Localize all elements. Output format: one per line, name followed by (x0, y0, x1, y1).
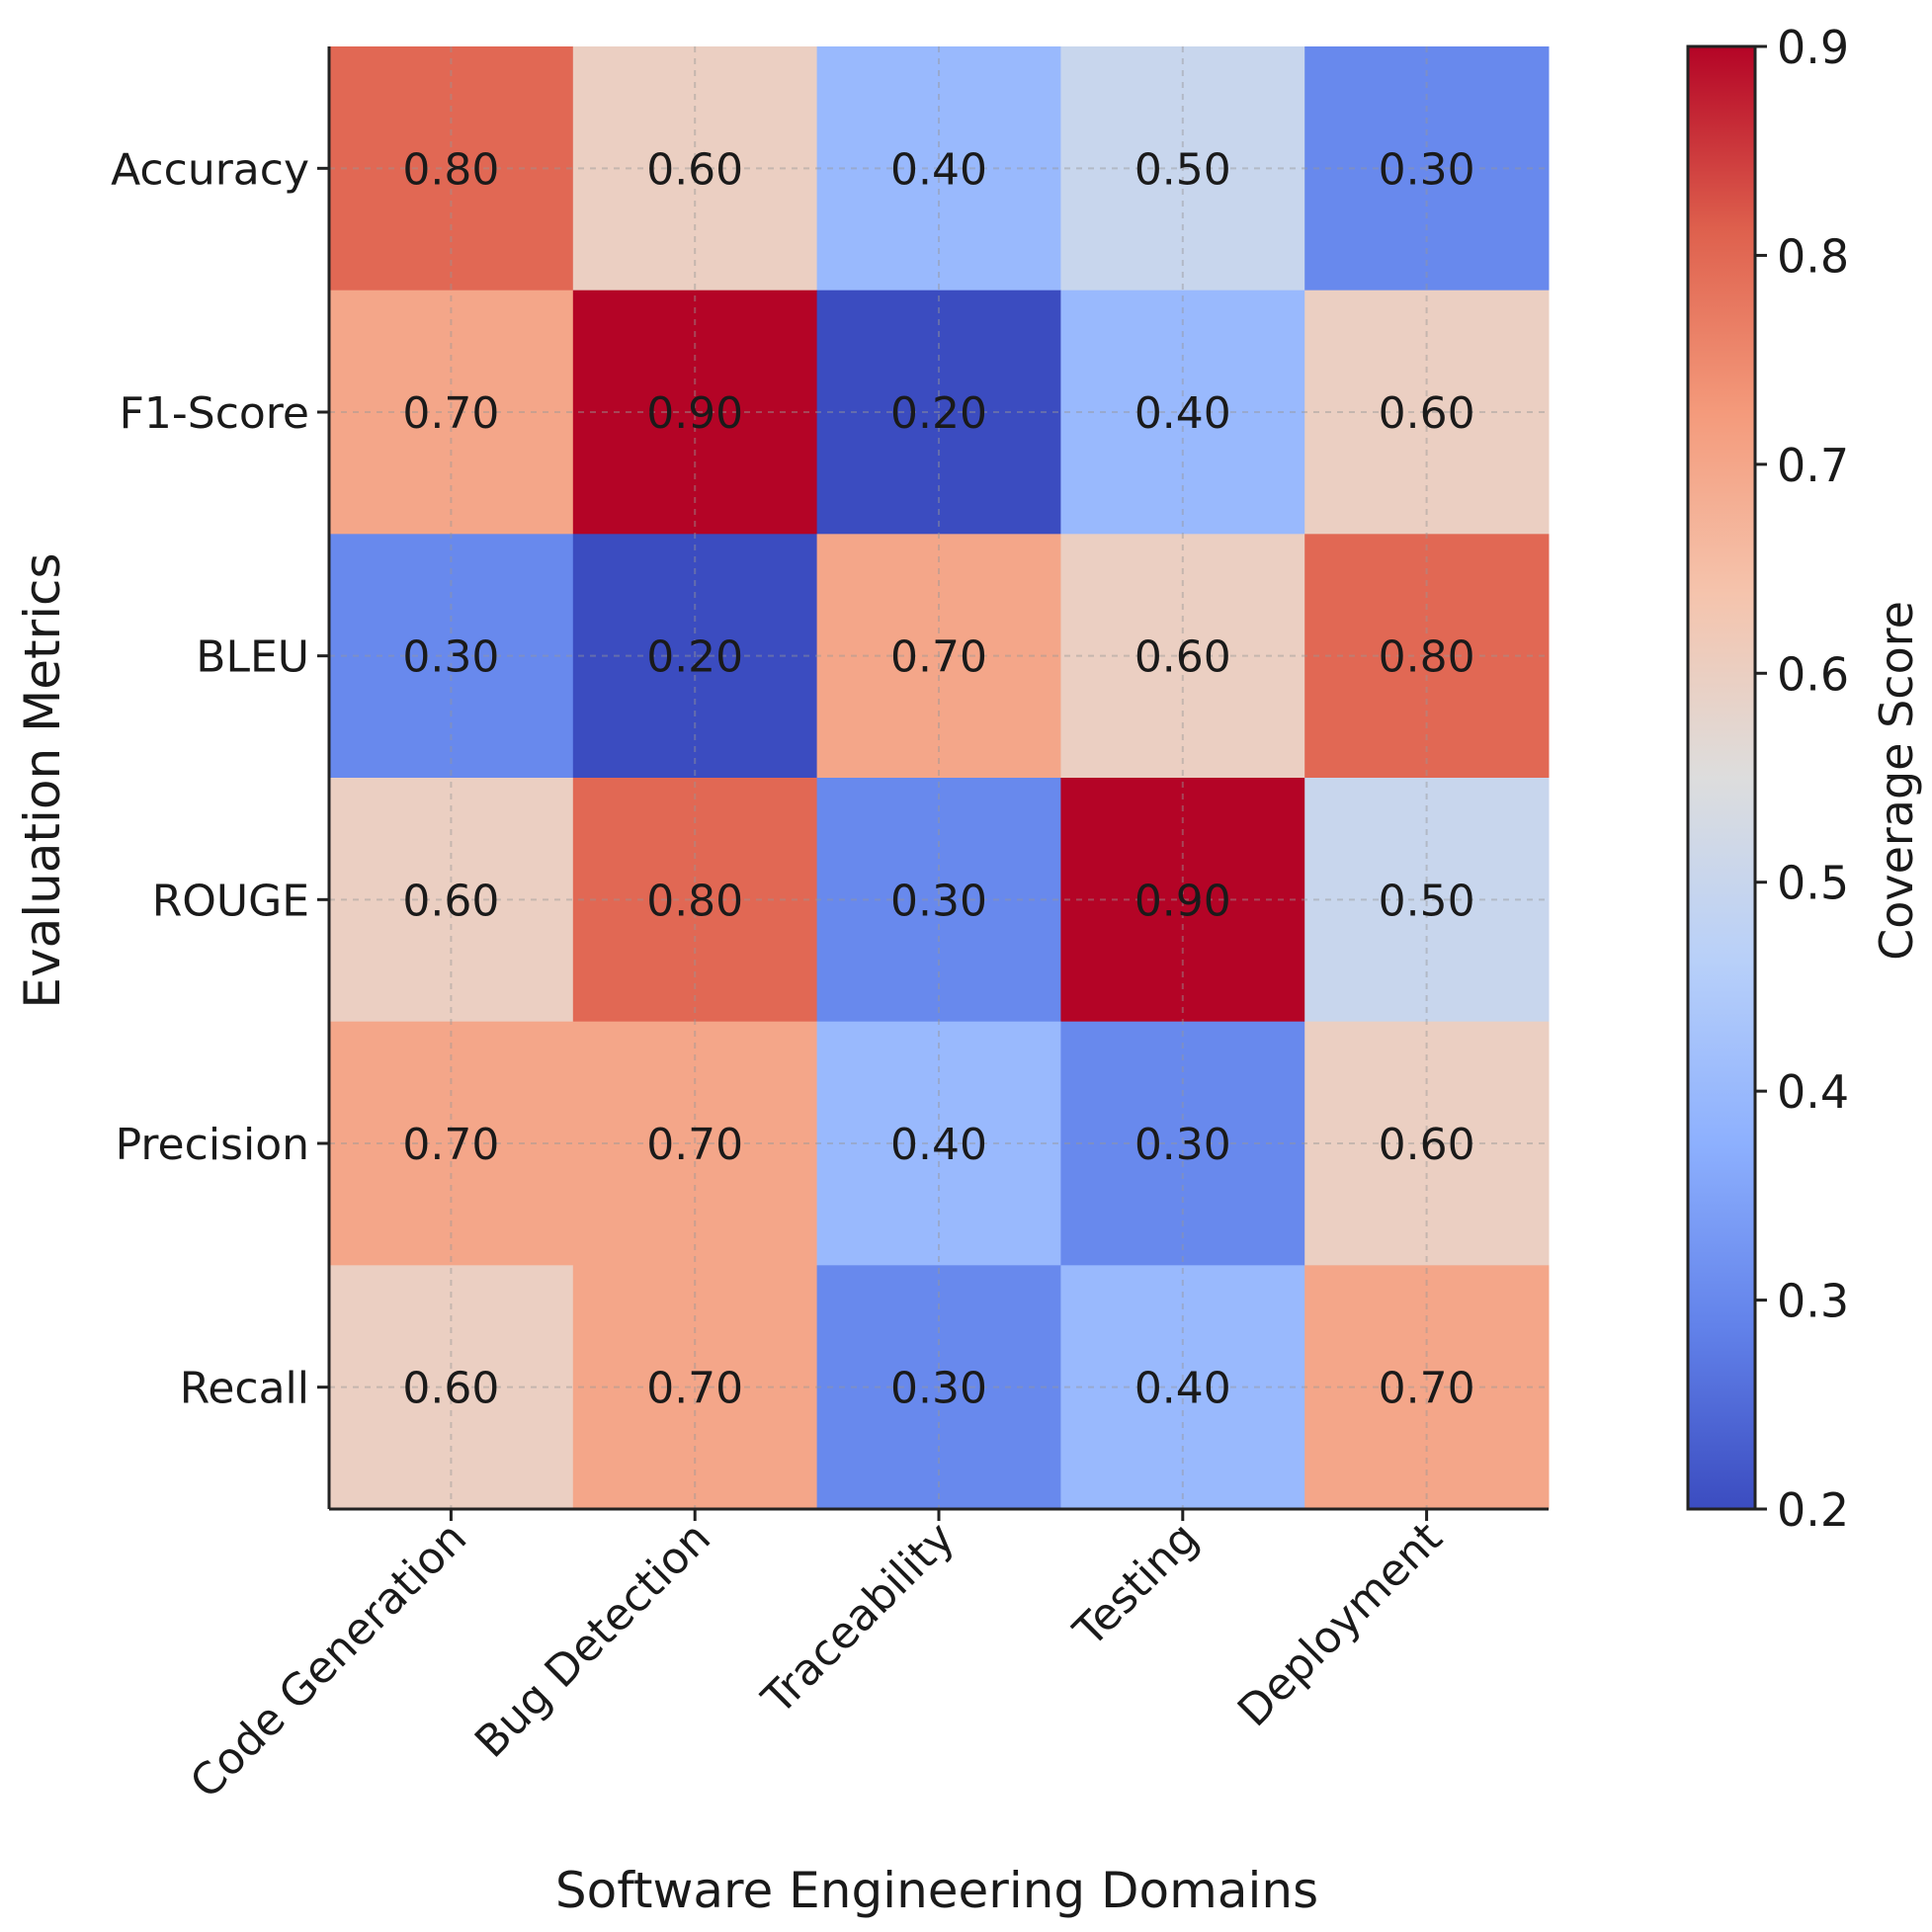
cell-value-label: 0.80 (1379, 632, 1475, 683)
heatmap-cell-bleu-bug-detection (572, 534, 818, 779)
cell-value-label: 0.30 (890, 1364, 987, 1414)
colorbar-tick-label: 0.5 (1777, 857, 1849, 910)
heatmap-cell-f1-score-bug-detection (572, 290, 818, 535)
cell-value-label: 0.70 (402, 1120, 499, 1170)
y-tick-label-bleu: BLEU (196, 632, 309, 683)
colorbar-tick-label: 0.8 (1777, 229, 1849, 283)
colorbar: 0.2 0.3 0.4 0.5 0.6 0.7 0.8 0.9 (1686, 21, 1849, 1537)
heatmap-cell-recall-bug-detection (572, 1265, 818, 1510)
cell-value-label: 0.50 (1379, 876, 1475, 926)
y-tick-label-recall: Recall (180, 1364, 309, 1414)
heatmap-cell-rouge-code-generation (329, 778, 574, 1023)
x-tick-label-testing: Testing (1063, 1513, 1208, 1657)
heatmap-cell-f1-score-deployment (1304, 290, 1550, 535)
colorbar-frame (1686, 44, 1757, 1511)
heatmap-cell-f1-score-code-generation (329, 290, 574, 535)
heatmap-cells (329, 46, 1550, 1510)
heatmap-cell-recall-testing (1060, 1265, 1305, 1510)
cell-value-label: 0.30 (1134, 1120, 1231, 1170)
y-tick-labels: Accuracy F1-Score BLEU ROUGE Precision Recall (111, 144, 329, 1414)
heatmap-cell-bleu-traceability (816, 534, 1061, 779)
cell-value-label: 0.20 (890, 388, 987, 439)
heatmap-cell-precision-traceability (816, 1021, 1061, 1266)
heatmap-cell-bleu-code-generation (329, 534, 574, 779)
cell-value-label: 0.80 (646, 876, 743, 926)
colorbar-bar (1688, 46, 1755, 1509)
heatmap-cell-recall-traceability (816, 1265, 1061, 1510)
y-axis-title: Evaluation Metrics (14, 552, 71, 1008)
heatmap-cell-f1-score-traceability (816, 290, 1061, 535)
cell-value-label: 0.70 (646, 1120, 743, 1170)
cell-value-label: 0.40 (1134, 1364, 1231, 1414)
cell-value-label: 0.40 (890, 144, 987, 195)
colorbar-tick-label: 0.7 (1777, 439, 1849, 492)
heatmap-cell-precision-bug-detection (572, 1021, 818, 1266)
y-tick-label-rouge: ROUGE (152, 876, 309, 926)
x-tick-label-bug-detection: Bug Detection (465, 1513, 720, 1768)
heatmap-cell-precision-deployment (1304, 1021, 1550, 1266)
heatmap-cell-recall-code-generation (329, 1265, 574, 1510)
heatmap-cell-f1-score-testing (1060, 290, 1305, 535)
heatmap-cell-rouge-bug-detection (572, 778, 818, 1023)
heatmap-cell-accuracy-code-generation (329, 46, 574, 292)
cell-value-label: 0.90 (646, 388, 743, 439)
cell-value-label: 0.40 (890, 1120, 987, 1170)
heatmap-cell-accuracy-testing (1060, 46, 1305, 292)
cell-value-label: 0.30 (1379, 144, 1475, 195)
x-tick-label-deployment: Deployment (1228, 1513, 1452, 1736)
x-axis-title: Software Engineering Domains (555, 1862, 1318, 1919)
cell-value-label: 0.30 (890, 876, 987, 926)
heatmap-cell-precision-code-generation (329, 1021, 574, 1266)
cell-value-label: 0.60 (1379, 1120, 1475, 1170)
cell-value-label: 0.70 (890, 632, 987, 683)
cell-value-label: 0.70 (646, 1364, 743, 1414)
cell-value-label: 0.30 (402, 632, 499, 683)
x-tick-label-traceability: Traceability (752, 1513, 965, 1725)
cell-value-label: 0.60 (1134, 632, 1231, 683)
cell-value-label: 0.60 (646, 144, 743, 195)
cell-value-label: 0.80 (402, 144, 499, 195)
x-tick-label-code-generation: Code Generation (181, 1513, 476, 1808)
heatmap-cell-bleu-deployment (1304, 534, 1550, 779)
cell-value-label: 0.70 (1379, 1364, 1475, 1414)
grid-lines (329, 46, 1549, 1509)
cell-value-label: 0.60 (402, 1364, 499, 1414)
heatmap-cell-precision-testing (1060, 1021, 1305, 1266)
y-tick-label-f1-score: F1-Score (120, 388, 309, 439)
heatmap-cell-recall-deployment (1304, 1265, 1550, 1510)
colorbar-tick-label: 0.2 (1777, 1483, 1849, 1537)
colorbar-tick-label: 0.3 (1777, 1275, 1849, 1328)
y-tick-label-precision: Precision (116, 1120, 309, 1170)
y-tick-label-accuracy: Accuracy (111, 144, 309, 195)
cell-value-label: 0.20 (646, 632, 743, 683)
heatmap-cell-rouge-deployment (1304, 778, 1550, 1023)
heatmap-cell-accuracy-traceability (816, 46, 1061, 292)
cell-value-label: 0.60 (402, 876, 499, 926)
colorbar-tick-label: 0.4 (1777, 1065, 1849, 1119)
cell-value-label: 0.50 (1134, 144, 1231, 195)
heatmap-cell-bleu-testing (1060, 534, 1305, 779)
cell-value-label: 0.70 (402, 388, 499, 439)
colorbar-title: Coverage Score (1870, 601, 1923, 961)
cell-value-label: 0.90 (1134, 876, 1231, 926)
colorbar-tick-label: 0.9 (1777, 21, 1849, 74)
cell-value-label: 0.60 (1379, 388, 1475, 439)
heatmap-cell-rouge-traceability (816, 778, 1061, 1023)
cell-value-labels: 0.80 0.60 0.40 0.50 0.30 0.70 0.90 0.20 0.40 0.60… (402, 144, 1474, 1413)
heatmap-cell-accuracy-deployment (1304, 46, 1550, 292)
colorbar-tick-label: 0.6 (1777, 647, 1849, 701)
heatmap-cell-rouge-testing (1060, 778, 1305, 1023)
heatmap-cell-accuracy-bug-detection (572, 46, 818, 292)
cell-value-label: 0.40 (1134, 388, 1231, 439)
